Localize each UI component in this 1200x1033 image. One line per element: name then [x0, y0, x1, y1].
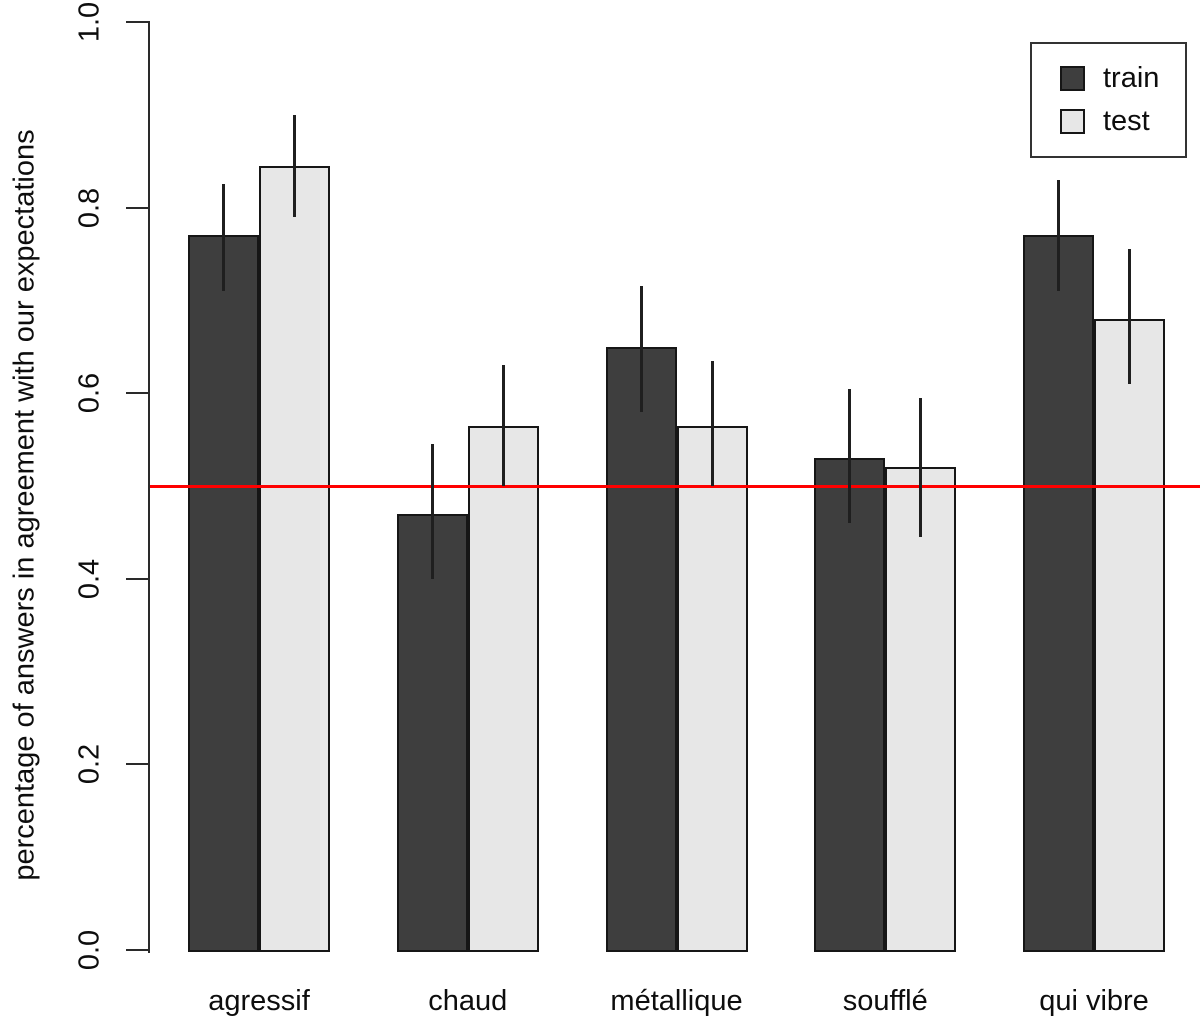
legend-entry-train: train: [1060, 64, 1185, 93]
error-bar-test-agressif: [293, 114, 296, 217]
legend-swatch-train-icon: [1060, 66, 1085, 91]
legend-entry-test: test: [1060, 107, 1185, 136]
bar-test-souffl-: [885, 467, 957, 952]
legend-label-train: train: [1103, 62, 1160, 94]
x-category-label-m-tallique: métallique: [610, 985, 743, 1017]
y-tick-label-text: 0.0: [73, 929, 106, 971]
error-bar-train-m-tallique: [639, 286, 643, 412]
y-tick-mark: [126, 577, 148, 580]
bar-train-m-tallique: [605, 346, 677, 952]
x-category-label-souffl-: soufflé: [842, 985, 928, 1017]
error-bar-test-qui-vibre: [1128, 249, 1131, 384]
y-tick-mark: [126, 949, 148, 951]
y-axis-line: [148, 21, 150, 953]
x-category-label-agressif: agressif: [208, 985, 310, 1017]
error-bar-train-chaud: [430, 444, 434, 579]
reference-line: [150, 484, 1200, 488]
y-tick-label-text: 0.6: [73, 373, 106, 414]
y-tick-mark: [126, 392, 148, 395]
bar-test-qui-vibre: [1094, 318, 1165, 952]
y-tick-label-text: 0.8: [73, 187, 106, 228]
bar-train-souffl-: [814, 458, 886, 952]
bar-test-chaud: [467, 425, 539, 952]
y-tick-mark: [126, 206, 148, 209]
error-bar-test-m-tallique: [710, 360, 714, 486]
legend-label-test: test: [1103, 105, 1150, 137]
bar-test-m-tallique: [676, 425, 748, 952]
y-tick-label-text: 0.4: [73, 558, 106, 599]
y-tick-mark: [126, 21, 148, 23]
x-category-label-qui-vibre: qui vibre: [1039, 985, 1149, 1017]
bar-test-agressif: [259, 165, 330, 952]
bar-train-agressif: [188, 235, 259, 952]
error-bar-test-chaud: [501, 365, 505, 486]
bar-train-chaud: [396, 513, 468, 952]
x-category-label-chaud: chaud: [428, 985, 508, 1017]
legend: train test: [1030, 42, 1187, 158]
y-axis-title-text: percentage of answers in agreement with …: [8, 129, 41, 881]
y-tick-mark: [126, 763, 148, 766]
y-tick-label-text: 1.0: [73, 1, 106, 43]
error-bar-train-qui-vibre: [1057, 179, 1060, 292]
bar-train-qui-vibre: [1023, 235, 1094, 952]
error-bar-test-souffl-: [919, 397, 923, 538]
legend-swatch-test-icon: [1060, 109, 1085, 134]
y-tick-label-text: 0.2: [73, 744, 106, 785]
error-bar-train-souffl-: [848, 388, 852, 524]
error-bar-train-agressif: [222, 184, 225, 292]
